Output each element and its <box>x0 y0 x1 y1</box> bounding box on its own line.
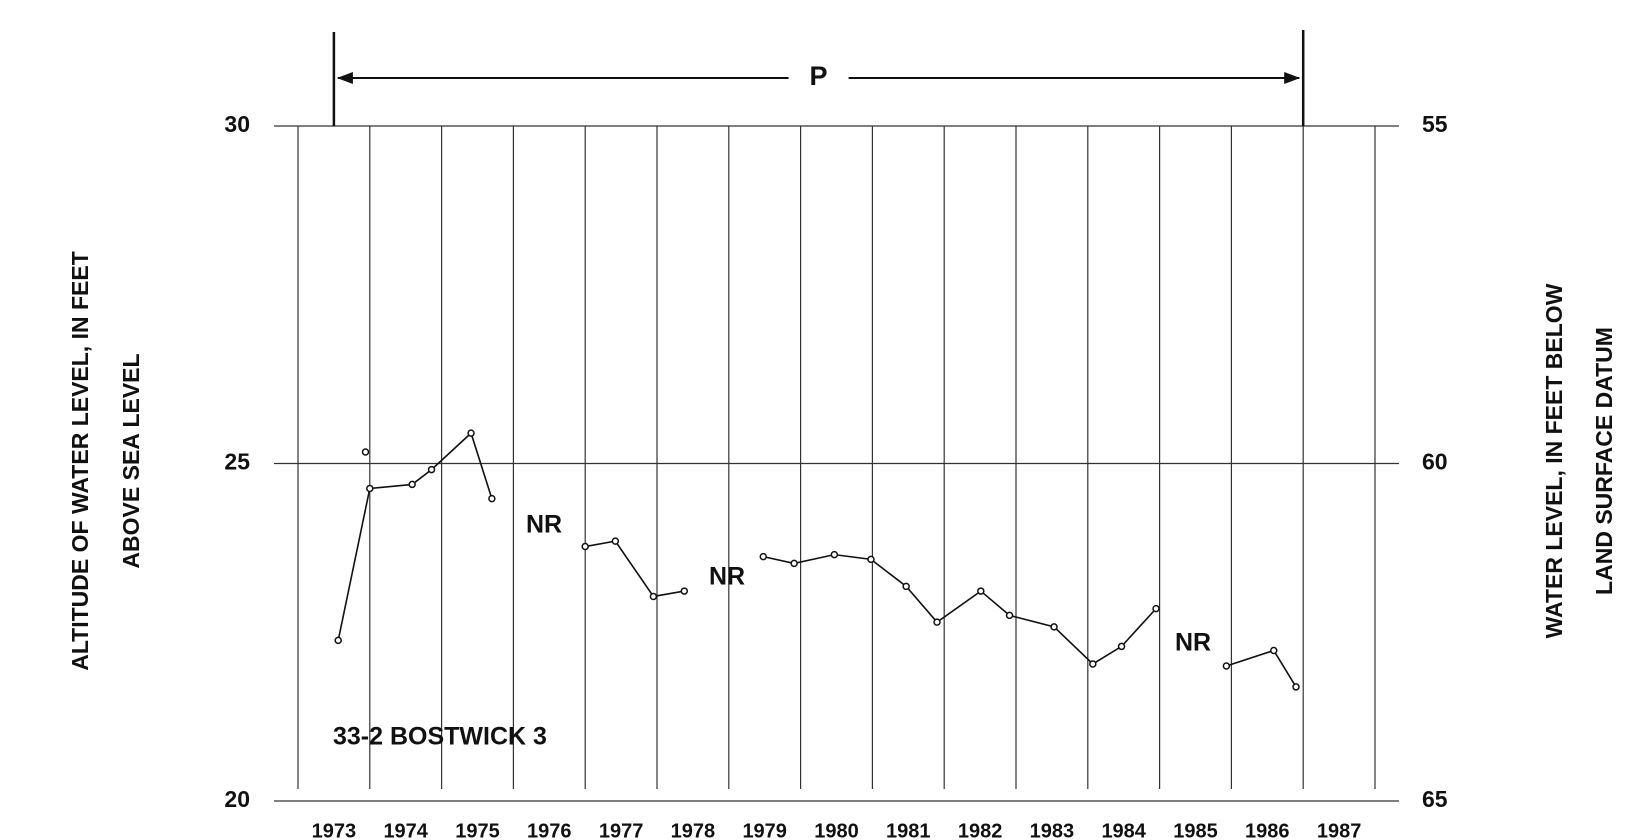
y2-tick-label: 55 <box>1422 111 1448 137</box>
annotation: NR <box>1175 629 1211 657</box>
point <box>680 587 689 595</box>
point <box>1117 642 1126 651</box>
y2-tick-label: 65 <box>1422 786 1448 812</box>
point <box>1222 662 1231 670</box>
x-tick-label: 1987 <box>1317 820 1362 840</box>
y-tick-label: 30 <box>224 111 250 137</box>
point <box>1152 604 1160 613</box>
point <box>1270 646 1278 655</box>
x-tick-label: 1986 <box>1245 820 1290 840</box>
line <box>337 431 493 641</box>
y-axis-label: ALTITUDE OF WATER LEVEL, IN FEET <box>67 251 93 671</box>
point <box>830 550 839 559</box>
point <box>366 484 374 493</box>
point <box>1005 611 1014 620</box>
point <box>408 480 416 489</box>
point <box>867 555 875 564</box>
annotation: NR <box>709 563 745 591</box>
point <box>977 587 985 595</box>
point <box>790 559 798 568</box>
x-tick-label: 1976 <box>527 820 572 840</box>
x-tick-label: 1975 <box>455 820 500 840</box>
y-tick-label: 25 <box>224 449 250 475</box>
x-tick-label: 1983 <box>1030 820 1075 840</box>
y2-tick-label: 60 <box>1422 449 1448 475</box>
y-tick-label: 20 <box>224 786 250 812</box>
arrow-head <box>1284 72 1301 84</box>
x-tick-label: 1978 <box>671 820 716 840</box>
x-tick-label: 1981 <box>886 820 931 840</box>
x-tick-label: 1985 <box>1173 820 1218 840</box>
line <box>585 540 685 598</box>
point <box>427 465 436 474</box>
period-label: P <box>810 61 828 91</box>
point <box>759 552 768 561</box>
y2-axis-label: LAND SURFACE DATUM <box>1591 327 1617 595</box>
y2-axis-label: WATER LEVEL, IN FEET BELOW <box>1541 283 1567 638</box>
point <box>902 582 910 591</box>
point <box>1089 660 1097 668</box>
point <box>467 429 475 437</box>
point <box>361 448 370 456</box>
point <box>1050 623 1058 631</box>
annotation: 33-2 BOSTWICK 3 <box>333 723 547 751</box>
x-tick-label: 1977 <box>599 820 644 840</box>
line <box>763 553 1157 665</box>
arrow-head <box>336 72 353 84</box>
x-tick-label: 1974 <box>383 820 428 840</box>
x-tick-label: 1982 <box>958 820 1003 840</box>
line <box>1226 649 1297 688</box>
point <box>649 592 658 601</box>
point <box>1292 683 1300 691</box>
point <box>488 494 496 503</box>
x-tick-label: 1984 <box>1101 820 1146 840</box>
point <box>334 636 342 645</box>
x-tick-label: 1980 <box>814 820 859 840</box>
x-tick-label: 1979 <box>742 820 787 840</box>
y-axis-label: ABOVE SEA LEVEL <box>118 353 144 568</box>
annotation: NR <box>526 511 562 539</box>
point <box>933 618 941 626</box>
x-tick-label: 1973 <box>312 820 357 840</box>
point <box>611 537 620 545</box>
point <box>581 542 589 551</box>
